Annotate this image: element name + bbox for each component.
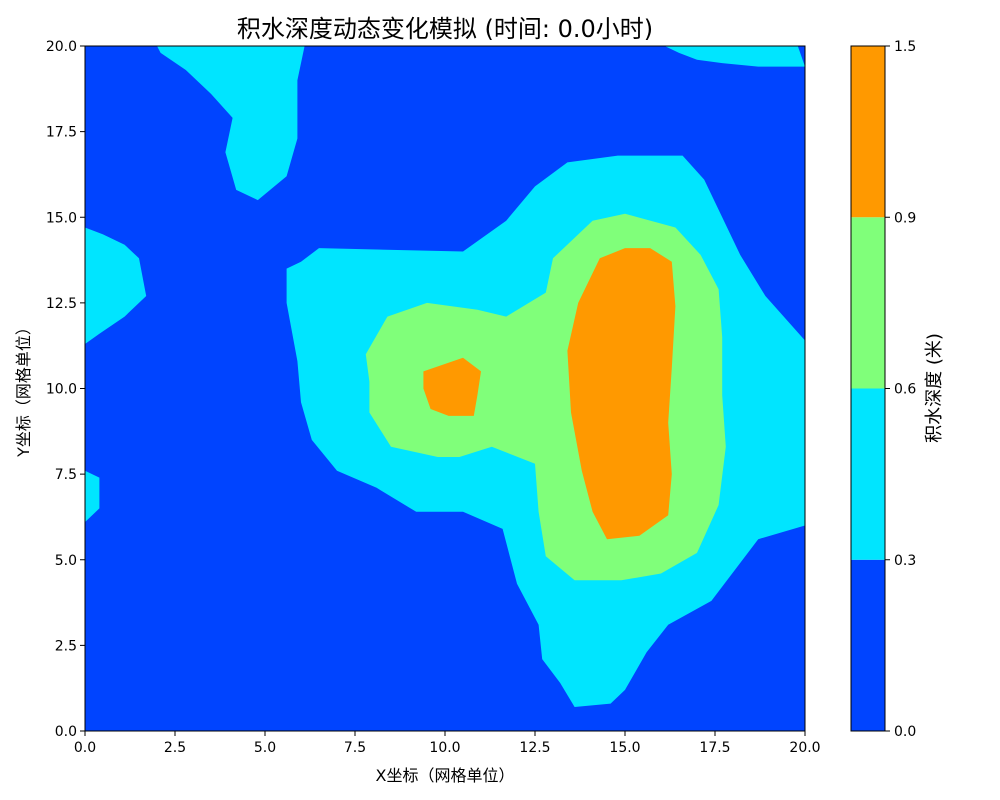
x-tick-label: 10.0: [429, 740, 460, 756]
x-axis-label: X坐标（网格单位）: [376, 766, 515, 785]
y-tick-label: 0.0: [55, 724, 77, 740]
y-axis-label: Y坐标（网格单位）: [14, 319, 33, 458]
depth-region-6-0.3-0.6: [664, 46, 805, 67]
colorbar-tick-label: 0.0: [894, 724, 916, 740]
colorbar-band-0.6-0.9: [851, 217, 885, 389]
x-tick-label: 7.5: [344, 740, 366, 756]
x-tick-label: 12.5: [519, 740, 550, 756]
y-axis: 0.0 2.5 5.0 7.5 10.0 12.5 15.0 17.5 20.0: [46, 39, 85, 740]
y-tick-label: 7.5: [55, 467, 77, 483]
x-tick-label: 15.0: [609, 740, 640, 756]
x-tick-label: 20.0: [789, 740, 820, 756]
y-tick-label: 15.0: [46, 210, 77, 226]
plot-area: [85, 46, 805, 731]
x-tick-label: 0.0: [74, 740, 96, 756]
y-tick-label: 12.5: [46, 296, 77, 312]
colorbar-tick-label: 0.3: [894, 553, 916, 569]
x-tick-label: 2.5: [164, 740, 186, 756]
x-tick-label: 5.0: [254, 740, 276, 756]
x-tick-label: 17.5: [699, 740, 730, 756]
colorbar-band-0.9-1.5: [851, 46, 885, 218]
colorbar: 0.0 0.3 0.6 0.9 1.5: [850, 39, 916, 740]
y-tick-label: 2.5: [55, 638, 77, 654]
x-axis: 0.0 2.5 5.0 7.5 10.0 12.5 15.0 17.5 20.0: [74, 731, 821, 756]
colorbar-label: 积水深度 (米): [924, 333, 945, 443]
colorbar-tick-label: 0.6: [894, 382, 916, 398]
colorbar-tick-label: 0.9: [894, 210, 916, 226]
depth-region-3-0.9-1.5: [567, 248, 676, 540]
y-tick-label: 10.0: [46, 382, 77, 398]
chart-title: 积水深度动态变化模拟 (时间: 0.0小时): [237, 15, 653, 43]
depth-region-7-0.3-0.6: [85, 227, 147, 344]
depth-region-8-0.3-0.6: [85, 470, 100, 523]
y-tick-label: 17.5: [46, 125, 77, 141]
colorbar-band-0-0.3: [851, 559, 885, 731]
y-tick-label: 5.0: [55, 553, 77, 569]
depth-region-9-0.3-0.6: [801, 436, 805, 461]
depth-region-4-0.9-1.5: [423, 357, 481, 416]
depth-region-5-0.3-0.6: [157, 46, 305, 201]
colorbar-tick-label: 1.5: [894, 39, 916, 55]
colorbar-band-0.3-0.6: [851, 388, 885, 560]
y-tick-label: 20.0: [46, 39, 77, 55]
